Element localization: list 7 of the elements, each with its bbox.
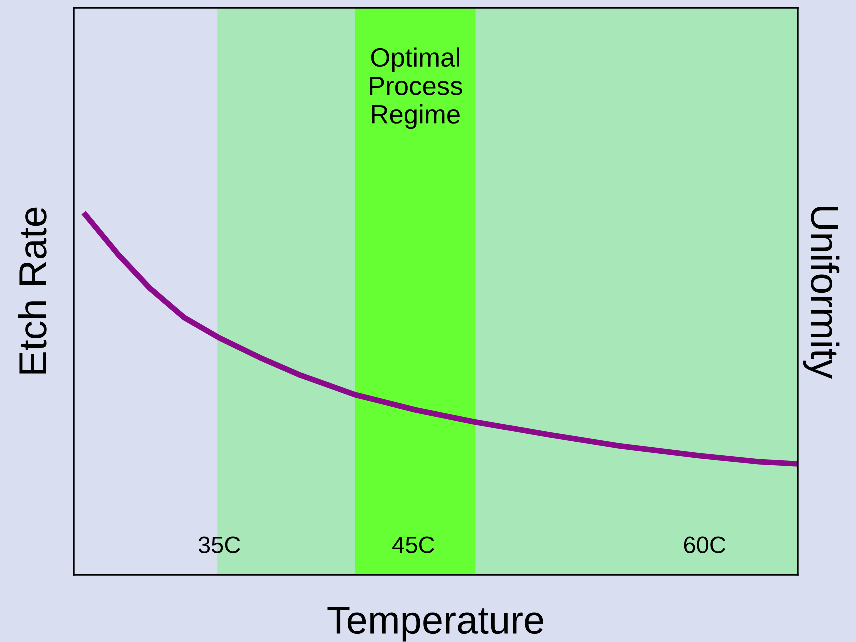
y-axis-title: Etch Rate (18, 208, 47, 374)
x-axis-title: Temperature (328, 606, 544, 642)
x-tick-label: 60C (684, 536, 726, 554)
y2-axis-title: Uniformity (803, 206, 840, 379)
x-tick-label: 35C (198, 536, 240, 554)
band-label: Optimal Process Regime (370, 48, 462, 130)
x-tick-label: 45C (392, 536, 434, 554)
